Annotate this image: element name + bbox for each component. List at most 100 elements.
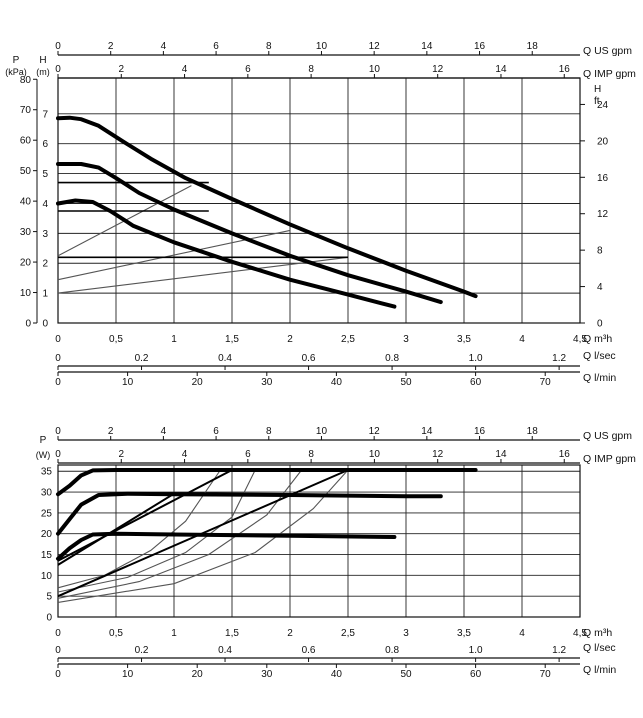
tick-label: 30 [261,377,273,388]
tick-label: 12 [369,426,381,437]
tick-label: 0,5 [109,628,123,639]
power-curve-2 [56,491,443,536]
tick-label: 20 [597,136,609,147]
tick-label: 25 [41,508,53,519]
tick-label: 16 [597,173,609,184]
tick-label: 0 [597,319,603,330]
tick-label: 12 [432,449,444,460]
tick-label: 1.0 [469,645,483,656]
tick-label: 40 [20,197,32,208]
system-curve [57,469,221,589]
tick-label: 50 [20,166,32,177]
tick-label: 0.2 [135,353,149,364]
tick-label: 0.8 [385,353,399,364]
tick-label: 1 [171,334,177,345]
pressure-axis-title: P [13,55,20,66]
tick-label: 14 [421,41,433,52]
tick-label: 0 [55,628,61,639]
tick-label: 30 [41,488,53,499]
tick-label: 1.2 [552,353,566,364]
tick-label: 0 [42,319,48,330]
tick-label: 10 [316,41,328,52]
tick-label: 18 [527,41,539,52]
tick-label: 8 [308,64,314,75]
tick-label: 20 [20,258,32,269]
tick-label: 20 [41,529,53,540]
head-axis-unit: (m) [36,67,50,77]
tick-label: 2,5 [341,628,355,639]
tick-label: 20 [192,377,204,388]
tick-label: 20 [192,669,204,680]
tick-label: 16 [559,64,571,75]
tick-label: 0 [55,334,61,345]
tick-label: 30 [20,227,32,238]
tick-label: 0.6 [302,353,316,364]
tick-label: 3,5 [457,334,471,345]
tick-label: 8 [266,41,272,52]
tick-label: 80 [20,75,32,86]
tick-label: 4 [597,282,603,293]
tick-label: 24 [597,100,609,111]
tick-label: 4 [182,449,188,460]
tick-label: 60 [470,377,482,388]
tick-label: 8 [266,426,272,437]
tick-label: 0 [46,613,52,624]
system-curve [57,256,349,294]
tick-label: 6 [245,64,251,75]
tick-label: 3 [403,334,409,345]
tick-label: 3 [42,229,48,240]
tick-label: 4,5 [573,628,587,639]
tick-label: 7 [42,109,48,120]
tick-label: 1.2 [552,645,566,656]
power-ramp-line [57,469,233,562]
power-ramp-line [57,492,175,566]
tick-label: 40 [331,669,343,680]
tick-label: 2 [119,64,125,75]
pump-curve-3 [56,198,397,309]
axis-label: Q l/min [583,372,616,384]
tick-label: 0,5 [109,334,123,345]
tick-label: 70 [20,105,32,116]
system-curve [57,469,256,593]
axis-label: Q l/sec [583,642,616,654]
tick-label: 6 [245,449,251,460]
tick-label: 8 [597,246,603,257]
tick-label: 50 [400,669,412,680]
tick-label: 10 [316,426,328,437]
tick-label: 35 [41,467,53,478]
tick-label: 2 [287,334,293,345]
tick-label: 0.8 [385,645,399,656]
power-curve-1 [56,468,478,497]
tick-label: 10 [122,669,134,680]
tick-label: 0 [55,41,61,52]
tick-label: 4 [182,64,188,75]
tick-label: 0 [55,449,61,460]
tick-label: 40 [331,377,343,388]
tick-label: 14 [495,449,507,460]
pump-curve-2 [56,162,443,305]
feet-axis-title: H [594,84,601,95]
tick-label: 1 [42,289,48,300]
tick-label: 60 [20,136,32,147]
tick-label: 0 [55,377,61,388]
tick-label: 12 [597,209,609,220]
axis-label: Q m³h [583,333,612,345]
tick-label: 1,5 [225,334,239,345]
tick-label: 0 [25,319,31,330]
tick-label: 10 [369,449,381,460]
tick-label: 12 [432,64,444,75]
axis-label: Q US gpm [583,430,632,442]
tick-label: 6 [213,41,219,52]
tick-label: 2 [42,259,48,270]
tick-label: 0 [55,64,61,75]
tick-label: 0.4 [218,645,232,656]
tick-label: 4,5 [573,334,587,345]
tick-label: 4 [161,41,167,52]
tick-label: 2 [108,426,114,437]
tick-label: 1 [171,628,177,639]
tick-label: 15 [41,550,53,561]
tick-label: 6 [42,139,48,150]
